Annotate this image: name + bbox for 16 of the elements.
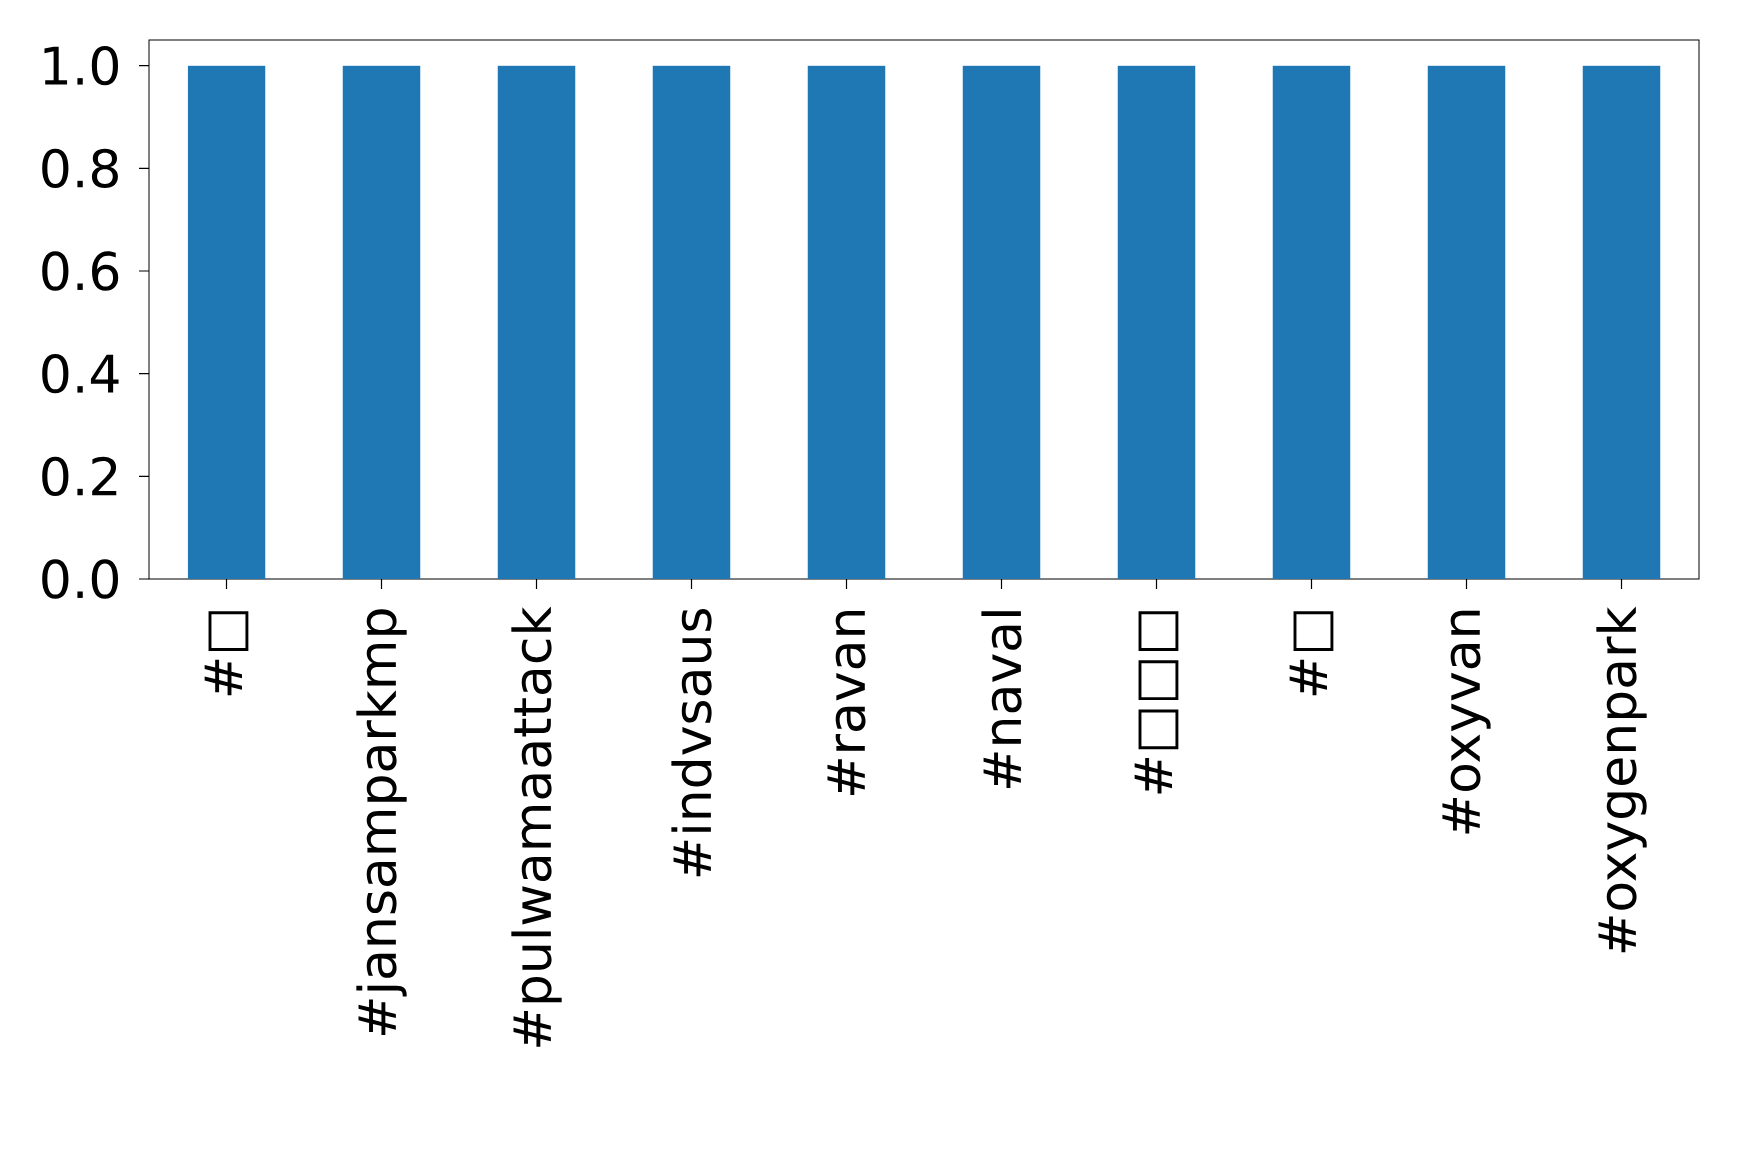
x-tick-label: #oxyvan xyxy=(1442,610,1491,834)
y-tick-label: 0.6 xyxy=(42,251,119,291)
x-tick-label: #naval xyxy=(981,611,1022,788)
x-tick-label: #□ xyxy=(204,611,249,696)
x-tick-label: #□□□ xyxy=(1134,611,1179,794)
x-tick-label: #jansamparkmp xyxy=(356,609,407,1035)
y-tick-label: 0.2 xyxy=(42,456,117,496)
y-tick-label: 1.0 xyxy=(44,45,119,86)
y-tick-label: 0.0 xyxy=(42,559,119,599)
x-tick-label: #indvsaus xyxy=(671,609,712,877)
x-tick-label: #oxygenpark xyxy=(1596,606,1647,953)
x-tick-label: #ravan xyxy=(827,610,866,795)
x-tick-label: #□ xyxy=(1289,611,1334,696)
y-tick-label: 0.8 xyxy=(42,148,118,188)
x-tick-label: #pulwamaattack xyxy=(511,606,562,1047)
y-tick-label: 0.4 xyxy=(42,353,119,394)
